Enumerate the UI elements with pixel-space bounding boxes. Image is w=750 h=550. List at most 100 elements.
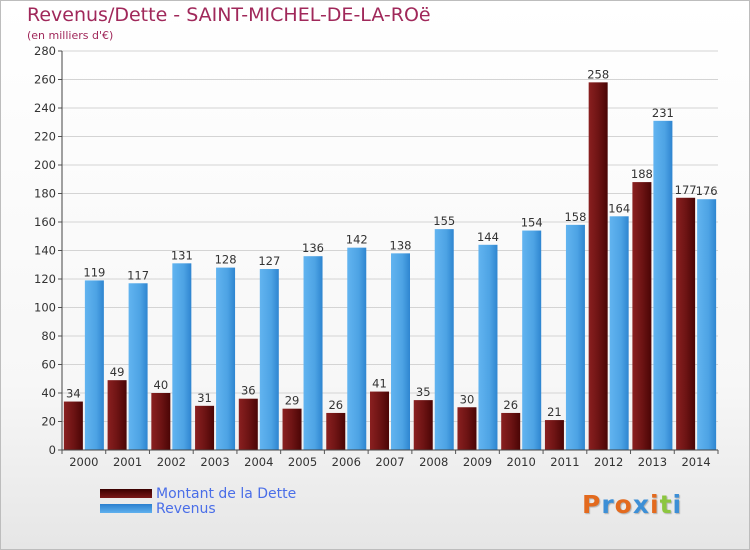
data-label-revenue: 231: [652, 106, 674, 120]
data-label-debt: 35: [416, 385, 431, 399]
chart-title: Revenus/Dette - SAINT-MICHEL-DE-LA-ROë: [27, 4, 431, 26]
x-tick-label: 2007: [375, 455, 404, 469]
y-tick-label: 0: [49, 443, 56, 457]
y-tick-label: 20: [41, 415, 56, 429]
bar-debt: [151, 393, 171, 450]
data-label-debt: 49: [110, 365, 125, 379]
x-tick-label: 2003: [200, 455, 229, 469]
bar-debt: [370, 391, 389, 450]
bar-revenue: [565, 224, 585, 450]
y-tick-label: 40: [41, 386, 56, 400]
x-tick-label: 2011: [550, 455, 579, 469]
bar-revenue: [84, 280, 104, 450]
bar-revenue: [609, 216, 629, 450]
data-label-revenue: 142: [346, 233, 368, 247]
x-tick-label: 2005: [288, 455, 317, 469]
x-tick-label: 2013: [638, 455, 667, 469]
x-tick-label: 2012: [594, 455, 623, 469]
x-tick-label: 2010: [507, 455, 536, 469]
bar-debt: [501, 412, 521, 450]
data-label-revenue: 119: [83, 265, 105, 279]
x-tick-label: 2014: [681, 455, 710, 469]
y-tick-label: 140: [34, 244, 56, 258]
x-tick-label: 2009: [463, 455, 492, 469]
bar-revenue: [216, 267, 236, 450]
data-label-revenue: 164: [608, 201, 630, 215]
data-label-debt: 29: [285, 394, 300, 408]
x-tick-label: 2001: [113, 455, 142, 469]
grid-lines: [62, 50, 718, 451]
x-tick-label: 2000: [69, 455, 98, 469]
legend-label-revenue: Revenus: [156, 500, 216, 517]
y-tick-label: 120: [34, 272, 56, 286]
bar-revenue: [128, 283, 148, 450]
bar-revenue: [303, 256, 323, 450]
data-label-revenue: 131: [171, 248, 193, 262]
bar-debt: [676, 197, 696, 450]
data-label-debt: 31: [197, 391, 212, 405]
data-label-revenue: 176: [696, 184, 718, 198]
data-label-debt: 30: [460, 392, 475, 406]
data-label-debt: 36: [241, 384, 256, 398]
bar-debt: [632, 182, 652, 450]
y-tick-label: 220: [34, 130, 56, 144]
chart-subtitle: (en milliers d'€): [27, 29, 114, 42]
axes: 0 20 40 60 80 100 120 140 160 180 200 220 240 260 280 2…: [34, 44, 719, 469]
data-label-revenue: 155: [433, 214, 455, 228]
legend-item-revenue: Revenus: [100, 500, 296, 517]
data-label-revenue: 128: [215, 253, 237, 267]
legend-label-debt: Montant de la Dette: [156, 485, 297, 502]
legend: Montant de la Dette Revenus: [100, 485, 297, 517]
legend-item-debt: Montant de la Dette: [100, 485, 297, 502]
bar-debt: [588, 82, 608, 450]
data-label-debt: 177: [675, 183, 697, 197]
bar-debt: [238, 398, 258, 450]
bar-revenue: [522, 230, 542, 450]
data-label-revenue: 144: [477, 230, 499, 244]
x-tick-label: 2006: [332, 455, 361, 469]
data-label-debt: 41: [372, 377, 387, 391]
bar-revenue: [653, 120, 673, 450]
bar-revenue: [478, 244, 498, 450]
legend-swatch-revenue: [100, 504, 152, 513]
bar-debt: [107, 380, 127, 450]
bars: [63, 82, 717, 450]
proxiti-logo: Proxiti: [582, 490, 683, 519]
bar-revenue: [697, 199, 717, 450]
y-tick-label: 240: [34, 101, 56, 115]
bar-chart: 34 119 49 117 40 131 31 128 36 127 29 136 26 142 41 138…: [34, 44, 719, 469]
data-label-revenue: 158: [564, 210, 586, 224]
data-labels: 34 119 49 117 40 131 31 128 36 127 29 136 26 142 41 138…: [66, 67, 718, 419]
bar-revenue: [434, 229, 454, 450]
data-label-revenue: 154: [521, 216, 543, 230]
data-label-debt: 40: [154, 378, 169, 392]
bar-debt: [544, 420, 564, 450]
y-tick-label: 180: [34, 187, 56, 201]
data-label-debt: 21: [547, 405, 562, 419]
data-label-debt: 34: [66, 387, 81, 401]
bar-revenue: [172, 263, 192, 450]
data-label-revenue: 138: [390, 238, 412, 252]
bar-debt: [326, 412, 346, 450]
x-tick-label: 2004: [244, 455, 273, 469]
data-label-revenue: 117: [127, 268, 149, 282]
data-label-debt: 26: [503, 398, 518, 412]
legend-swatch-debt: [100, 489, 152, 498]
data-label-revenue: 127: [258, 254, 280, 268]
data-label-revenue: 136: [302, 241, 324, 255]
y-tick-label: 80: [41, 329, 56, 343]
bar-revenue: [347, 247, 367, 450]
y-tick-label: 160: [34, 215, 56, 229]
data-label-debt: 26: [328, 398, 343, 412]
data-label-debt: 188: [631, 167, 653, 181]
y-tick-label: 280: [34, 44, 56, 58]
bar-debt: [413, 400, 433, 450]
y-tick-label: 100: [34, 301, 56, 315]
x-tick-label: 2002: [157, 455, 186, 469]
bar-revenue: [259, 269, 279, 450]
bar-debt: [282, 408, 302, 450]
y-tick-label: 260: [34, 73, 56, 87]
bar-debt: [457, 407, 477, 450]
y-tick-label: 200: [34, 158, 56, 172]
y-tick-label: 60: [41, 358, 56, 372]
